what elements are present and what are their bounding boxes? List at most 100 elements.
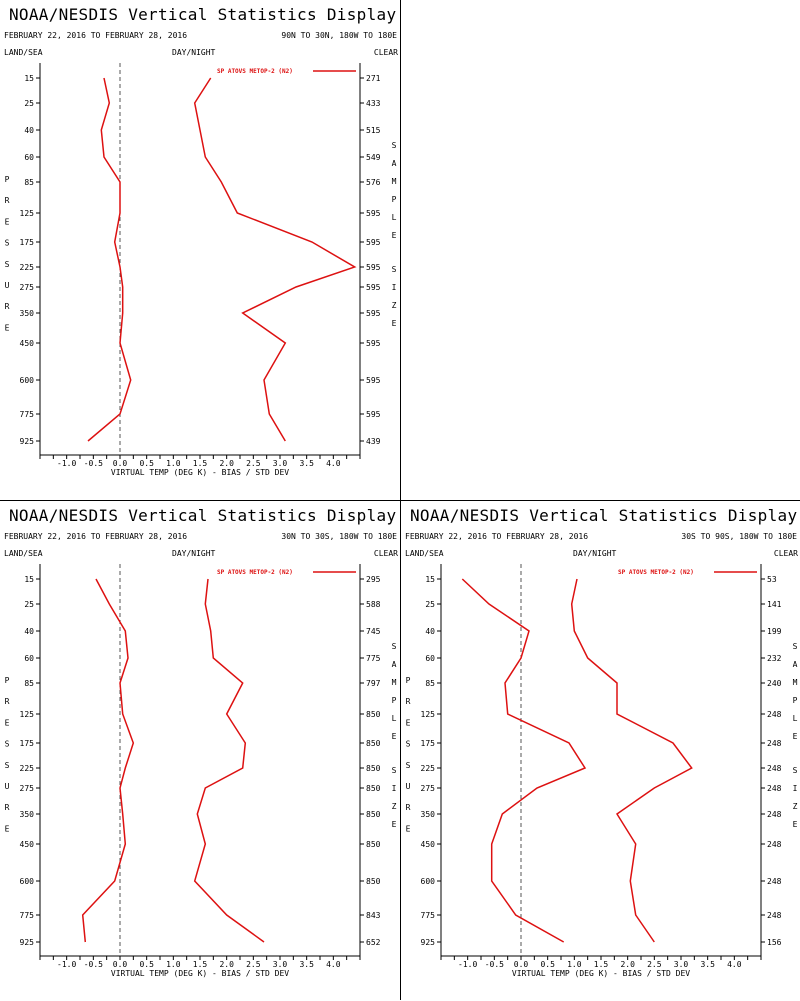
x-tick-label: 2.5 [647,960,662,969]
sample-size-label: 248 [767,710,782,719]
x-tick-label: 2.0 [219,960,234,969]
chart-panel-top-left: NOAA/NESDIS Vertical Statistics Display F… [0,0,400,500]
y-axis-label-char: S [5,239,10,248]
region-label: 90N TO 30N, 180W TO 180E [281,31,397,40]
y2-axis-label-char: E [793,820,798,829]
y-axis-label-char: U [406,782,411,791]
y2-axis-label-char: S [793,766,798,775]
x-tick-label: 4.0 [326,459,341,468]
pressure-level-label: 15 [24,575,34,584]
y2-axis-label-char: E [392,820,397,829]
y2-axis-label-char: A [392,660,397,669]
pressure-level-label: 450 [20,339,35,348]
clear-label: CLEAR [373,549,398,558]
y2-axis-label-char: Z [392,802,397,811]
x-tick-label: 1.5 [193,459,208,468]
y2-axis-label-char: Z [793,802,798,811]
std-dev-line [193,578,265,943]
y-axis-label-char: S [406,761,411,770]
pressure-level-label: 15 [425,575,435,584]
x-tick-label: 1.5 [193,960,208,969]
pressure-level-label: 775 [421,911,436,920]
date-range: FEBRUARY 22, 2016 TO FEBRUARY 28, 2016 [4,31,188,40]
pressure-level-label: 125 [20,209,35,218]
bias-line [461,578,587,943]
x-tick-label: 3.0 [674,960,689,969]
x-tick-label: 2.0 [620,960,635,969]
sample-size-label: 439 [366,437,381,446]
y-axis-label-char: U [5,281,10,290]
sample-size-label: 775 [366,654,381,663]
y2-axis-label-char: S [392,265,397,274]
pressure-level-label: 40 [24,627,34,636]
sample-size-label: 248 [767,810,782,819]
x-tick-label: 0.0 [514,960,529,969]
x-tick-label: -0.5 [84,459,103,468]
x-tick-label: -1.0 [57,960,76,969]
sample-size-label: 549 [366,153,381,162]
chart-panel-bottom-right: NOAA/NESDIS Vertical Statistics Display F… [400,500,800,1000]
pressure-level-label: 25 [24,99,34,108]
y-axis-label-char: R [5,196,10,205]
panel-title: NOAA/NESDIS Vertical Statistics Display [9,5,397,24]
y2-axis-label-char: P [793,696,798,705]
y2-axis-label-char: M [392,678,397,687]
chart-svg: -1.0 -0.5 0.0 0.5 1.0 1.5 2.0 2.5 3.0 3.5 4.0 VIRTU… [406,564,798,978]
sample-size-label: 588 [366,600,381,609]
y2-axis-label-char: A [392,159,397,168]
sample-size-label: 248 [767,911,782,920]
y-axis-label-char: E [5,323,10,332]
pressure-level-label: 60 [425,654,435,663]
sample-size-label: 797 [366,679,381,688]
x-tick-label: 2.5 [246,960,261,969]
sample-size-label: 595 [366,263,381,272]
pressure-level-label: 450 [20,840,35,849]
x-tick-label: 0.5 [139,459,154,468]
pressure-level-label: 125 [421,710,436,719]
y-axis-label-char: R [406,697,411,706]
y2-axis-label-char: I [392,283,397,292]
pressure-level-label: 40 [425,627,435,636]
y-axis-label-char: P [5,676,10,685]
pressure-level-label: 25 [425,600,435,609]
x-tick-label: 1.0 [166,459,181,468]
sample-size-label: 595 [366,283,381,292]
sample-size-label: 850 [366,710,381,719]
y2-axis-label-char: S [392,766,397,775]
sample-size-label: 595 [366,209,381,218]
land-sea-label: LAND/SEA [4,48,43,57]
pressure-level-label: 85 [24,178,34,187]
pressure-level-label: 175 [20,238,35,247]
y-axis-label-char: P [406,676,411,685]
x-tick-label: 3.0 [273,960,288,969]
y-axis-label-char: E [406,824,411,833]
pressure-level-label: 15 [24,74,34,83]
sample-size-label: 248 [767,764,782,773]
sample-size-label: 576 [366,178,381,187]
sample-size-label: 850 [366,810,381,819]
chart-svg: -1.0 -0.5 0.0 0.5 1.0 1.5 2.0 2.5 3.0 3.5 4.0 VIRTU… [5,564,397,978]
y2-axis-label-char: I [392,784,397,793]
pressure-level-label: 25 [24,600,34,609]
land-sea-label: LAND/SEA [405,549,444,558]
sample-size-label: 248 [767,739,782,748]
pressure-level-label: 925 [421,938,436,947]
x-tick-label: 3.5 [299,459,314,468]
x-tick-label: 0.0 [113,960,128,969]
pressure-level-label: 175 [20,739,35,748]
y2-axis-label-char: E [793,732,798,741]
pressure-level-label: 275 [20,784,35,793]
sample-size-label: 433 [366,99,381,108]
x-axis-label: VIRTUAL TEMP (DEG K) - BIAS / STD DEV [111,969,289,978]
y-axis-label-char: P [5,175,10,184]
y2-axis-label-char: M [793,678,798,687]
x-axis-label: VIRTUAL TEMP (DEG K) - BIAS / STD DEV [512,969,690,978]
sample-size-label: 595 [366,238,381,247]
bias-line [81,578,135,943]
bias-line [87,77,132,442]
y-axis-label-char: R [5,803,10,812]
x-tick-label: -0.5 [485,960,504,969]
y-axis-label-char: R [5,697,10,706]
sample-size-label: 248 [767,784,782,793]
x-tick-label: 2.5 [246,459,261,468]
